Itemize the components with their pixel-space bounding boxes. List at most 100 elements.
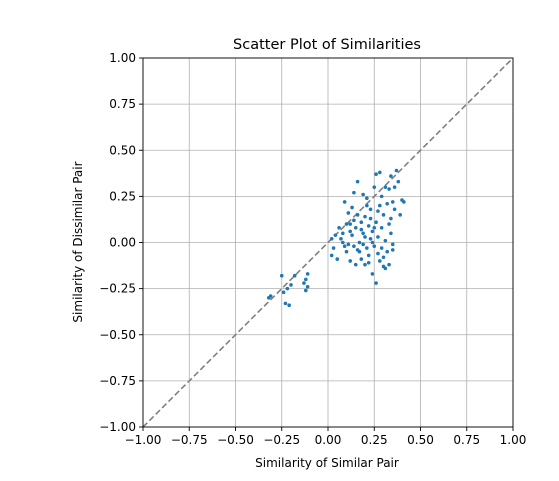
data-point-13 (305, 284, 310, 289)
y-axis-label: Similarity of Dissimilar Pair (71, 161, 85, 322)
data-point-10 (304, 288, 308, 293)
data-point-44 (363, 262, 367, 267)
data-point-83 (379, 246, 384, 250)
data-point-6 (285, 286, 290, 291)
data-point-40 (359, 220, 364, 225)
data-point-92 (383, 266, 388, 271)
data-point-4 (283, 301, 288, 306)
data-point-97 (378, 203, 382, 208)
data-point-98 (389, 216, 393, 221)
data-point-77 (392, 207, 397, 212)
y-tick-label-5: 0.25 (109, 189, 136, 203)
data-point-81 (402, 200, 406, 204)
data-point-45 (363, 214, 367, 219)
data-point-55 (372, 244, 377, 248)
data-point-12 (305, 272, 310, 276)
data-point-59 (376, 235, 380, 239)
data-point-7 (289, 283, 293, 287)
data-point-75 (390, 242, 395, 247)
data-point-30 (350, 205, 354, 210)
data-point-58 (376, 209, 380, 213)
data-point-27 (346, 242, 351, 247)
data-point-51 (368, 216, 373, 221)
x-tick-label-5: 0.25 (361, 433, 388, 447)
data-point-63 (379, 225, 384, 230)
x-tick-label-4: 0.00 (315, 433, 342, 447)
data-point-89 (368, 207, 373, 212)
data-point-56 (374, 172, 378, 177)
data-point-22 (341, 231, 345, 236)
data-point-17 (333, 233, 338, 237)
data-point-20 (339, 237, 343, 241)
data-points (267, 168, 406, 308)
data-point-34 (353, 225, 358, 230)
x-tick-label-6: 0.50 (407, 433, 434, 447)
data-point-52 (370, 272, 375, 276)
data-point-48 (366, 224, 371, 228)
data-point-33 (352, 218, 356, 223)
data-point-95 (355, 248, 360, 252)
data-point-21 (341, 240, 345, 245)
data-point-53 (370, 229, 375, 234)
data-point-35 (353, 262, 358, 267)
data-point-36 (355, 179, 360, 184)
data-point-26 (346, 211, 351, 215)
data-point-1 (268, 294, 273, 298)
data-point-9 (302, 281, 306, 285)
data-point-5 (287, 303, 291, 308)
data-point-46 (365, 246, 369, 250)
data-point-102 (372, 225, 377, 230)
data-point-101 (361, 242, 365, 247)
data-point-68 (385, 249, 390, 254)
y-tick-label-1: −0.75 (99, 374, 136, 388)
data-point-25 (344, 249, 349, 254)
data-point-91 (387, 187, 391, 191)
data-point-43 (361, 192, 365, 197)
data-point-57 (374, 281, 378, 285)
data-point-94 (363, 235, 367, 239)
data-point-47 (365, 203, 369, 208)
data-point-28 (348, 229, 353, 234)
data-point-65 (381, 213, 386, 217)
data-point-73 (389, 231, 393, 236)
data-point-62 (379, 194, 384, 199)
data-point-70 (387, 222, 391, 226)
y-tick-label-3: −0.25 (99, 282, 136, 296)
data-point-84 (374, 220, 378, 225)
data-point-39 (357, 240, 362, 245)
data-point-19 (337, 225, 341, 230)
data-point-37 (355, 213, 360, 217)
x-axis-ticks: −1.00 −0.75 −0.50 −0.25 0.00 0.25 0.50 0.75 1.00 (125, 427, 526, 447)
data-point-86 (352, 190, 356, 195)
data-point-14 (329, 237, 334, 241)
data-point-67 (383, 185, 388, 189)
x-tick-label-0: −1.00 (125, 433, 162, 447)
data-point-18 (335, 257, 340, 261)
data-point-31 (350, 233, 354, 237)
data-point-74 (390, 200, 395, 204)
data-point-78 (396, 179, 401, 184)
data-point-3 (281, 290, 286, 295)
data-point-42 (361, 231, 365, 236)
data-point-100 (366, 260, 371, 265)
data-point-2 (279, 273, 284, 278)
data-point-32 (352, 244, 356, 248)
x-tick-label-1: −0.75 (171, 433, 208, 447)
data-point-87 (342, 244, 347, 248)
y-tick-label-6: 0.50 (109, 143, 136, 157)
data-point-88 (359, 227, 364, 232)
data-point-66 (383, 238, 388, 243)
data-point-54 (372, 185, 377, 189)
y-tick-label-4: 0.00 (109, 236, 136, 250)
y-tick-label-7: 0.75 (109, 97, 136, 111)
data-point-103 (390, 248, 395, 252)
data-point-15 (329, 253, 334, 258)
data-point-79 (398, 213, 402, 217)
y-axis-ticks: −1.00 −0.75 −0.50 −0.25 0.00 0.25 0.50 0.75 1.00 (99, 51, 143, 434)
data-point-76 (392, 185, 397, 189)
diagonal-reference-line (142, 57, 514, 428)
data-point-71 (387, 262, 391, 267)
data-point-49 (366, 253, 371, 258)
data-point-23 (342, 200, 347, 204)
